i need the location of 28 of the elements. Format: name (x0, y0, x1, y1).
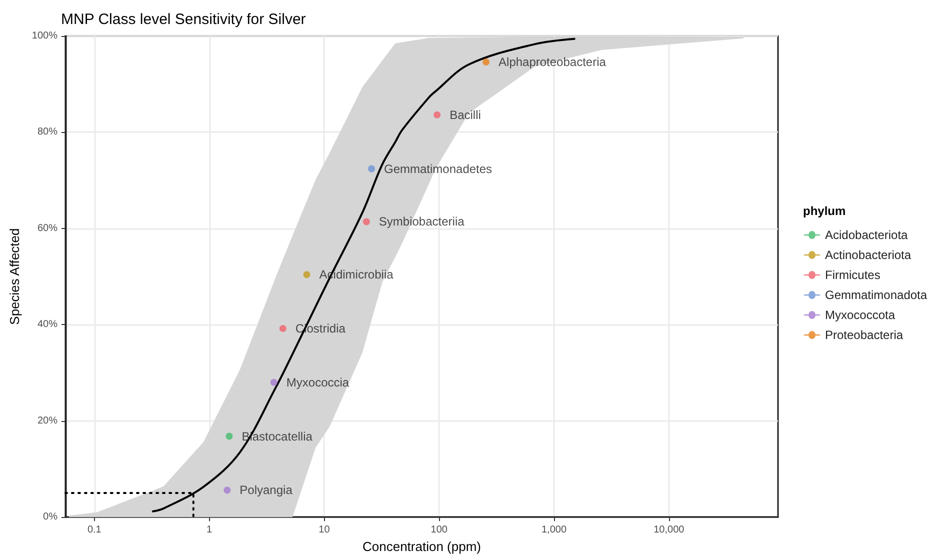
chart-title: MNP Class level Sensitivity for Silver (61, 11, 306, 28)
x-tick-label: 10 (318, 524, 330, 536)
y-tick-label: 20% (37, 415, 58, 426)
data-label: Symbiobacteriia (378, 214, 465, 229)
data-label: Polyangia (240, 483, 293, 498)
x-axis-title: Concentration (ppm) (362, 539, 481, 554)
legend-label: Gemmatimonadota (825, 288, 928, 302)
y-tick-label: 100% (32, 30, 58, 42)
legend-label: Myxococcota (825, 308, 896, 322)
y-tick-label: 60% (37, 222, 58, 234)
x-tick-label: 1,000 (542, 524, 567, 536)
legend-label: Firmicutes (825, 268, 880, 282)
x-tick-label: 100 (430, 524, 448, 536)
data-label: Bacilli (450, 108, 481, 122)
y-tick-label: 0% (43, 512, 58, 523)
x-tick-label: 10,000 (654, 524, 685, 536)
legend-label: Proteobacteria (825, 328, 904, 342)
y-tick-label: 80% (37, 126, 58, 138)
y-tick-label: 40% (37, 319, 58, 330)
legend-label: Actinobacteriota (825, 248, 912, 262)
x-tick-label: 1 (206, 524, 213, 536)
y-axis-title: Species Affected (7, 228, 22, 325)
data-label: Alphaproteobacteria (498, 54, 606, 69)
data-label: Myxococcia (286, 375, 350, 390)
x-tick-label: 0.1 (87, 524, 102, 536)
legend-title: phylum (803, 204, 846, 218)
data-label: Gemmatimonadetes (384, 162, 492, 176)
legend-label: Acidobacteriota (825, 228, 908, 242)
